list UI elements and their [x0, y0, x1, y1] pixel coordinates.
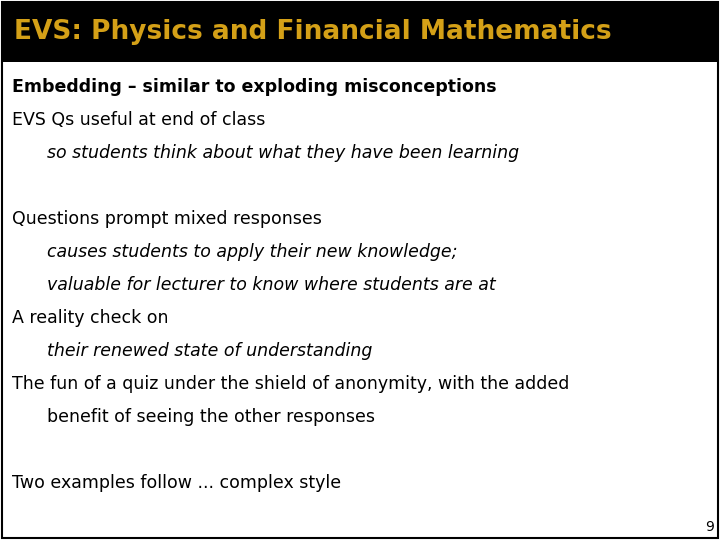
- Text: 9: 9: [705, 520, 714, 534]
- Text: their renewed state of understanding: their renewed state of understanding: [47, 342, 372, 360]
- Text: The fun of a quiz under the shield of anonymity, with the added: The fun of a quiz under the shield of an…: [12, 375, 570, 393]
- Text: A reality check on: A reality check on: [12, 309, 168, 327]
- Text: EVS: Physics and Financial Mathematics: EVS: Physics and Financial Mathematics: [14, 19, 611, 45]
- Text: so students think about what they have been learning: so students think about what they have b…: [47, 144, 519, 162]
- Text: benefit of seeing the other responses: benefit of seeing the other responses: [47, 408, 375, 426]
- Text: Questions prompt mixed responses: Questions prompt mixed responses: [12, 210, 322, 228]
- Text: Embedding – similar to exploding misconceptions: Embedding – similar to exploding misconc…: [12, 78, 497, 96]
- Text: EVS Qs useful at end of class: EVS Qs useful at end of class: [12, 111, 266, 129]
- Text: Two examples follow ... complex style: Two examples follow ... complex style: [12, 474, 341, 492]
- Bar: [2, 2, 718, 62]
- Text: causes students to apply their new knowledge;: causes students to apply their new knowl…: [47, 243, 457, 261]
- Text: valuable for lecturer to know where students are at: valuable for lecturer to know where stud…: [47, 276, 496, 294]
